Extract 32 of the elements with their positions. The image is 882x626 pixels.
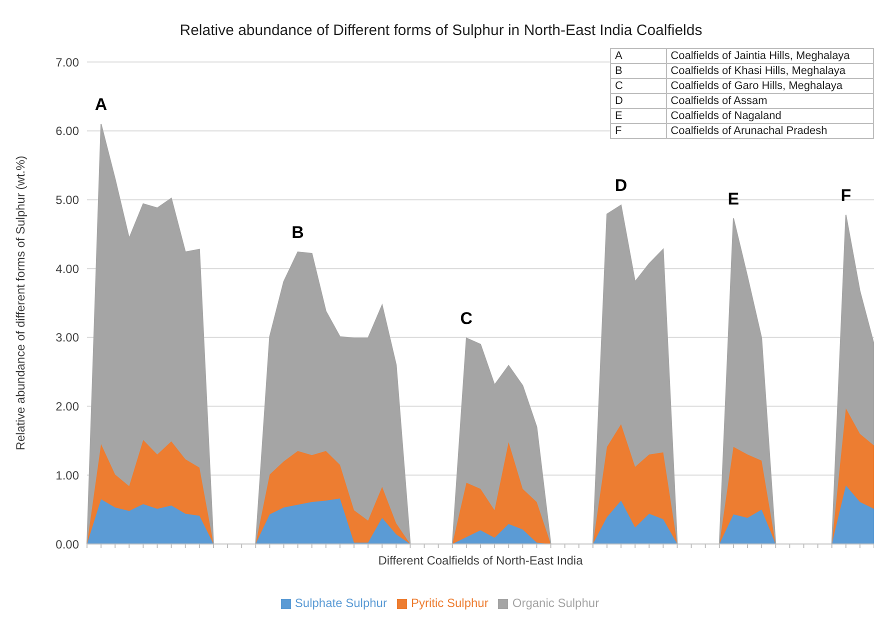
y-tick-label: 2.00	[56, 400, 80, 414]
annotation: A	[94, 94, 108, 114]
text: E	[615, 110, 622, 122]
annotation: Coalfields of Khasi Hills, Meghalaya	[666, 64, 874, 78]
annotation: B	[292, 223, 304, 242]
y-tick-label: 7.00	[56, 55, 80, 70]
text: F	[615, 125, 622, 137]
chart-title: Relative abundance of Different forms of Sulphur in North-East India Coalfields	[178, 22, 704, 39]
annotation: D	[614, 176, 628, 196]
y-tick-label: 5.00	[56, 192, 80, 207]
text: B	[615, 65, 622, 77]
y-tick-label: 4.00	[56, 262, 80, 276]
annotation: Coalfields of Garo Hills, Meghalaya	[666, 78, 874, 94]
annotation: Coalfields of Jaintia Hills, Meghalaya	[666, 48, 874, 64]
annotation: F	[840, 186, 852, 205]
legend-label: Sulphate Sulphur	[294, 596, 387, 610]
annotation: E	[728, 189, 740, 208]
annotation: C	[460, 309, 473, 328]
y-tick-label: 1.00	[56, 468, 80, 482]
y-tick-label: 0.00	[56, 537, 80, 552]
y-tick-label: 6.00	[56, 124, 80, 138]
y-axis-title: Relative abundance of different forms of Sulphur (wt.%)	[13, 156, 28, 450]
text: A	[615, 50, 622, 62]
text: D	[615, 95, 623, 107]
annotation: Coalfields of Nagaland	[666, 108, 874, 124]
annotation: Coalfields of Arunachal Pradesh	[666, 124, 874, 138]
x-axis-title: Different Coalfields of North-East India	[378, 554, 584, 568]
legend-label: Organic Sulphur	[512, 596, 600, 610]
legend-label: Pyritic Sulphur	[410, 596, 488, 610]
text: C	[615, 80, 623, 92]
annotation: Coalfields of Assam	[666, 94, 874, 108]
y-tick-label: 3.00	[56, 330, 80, 345]
